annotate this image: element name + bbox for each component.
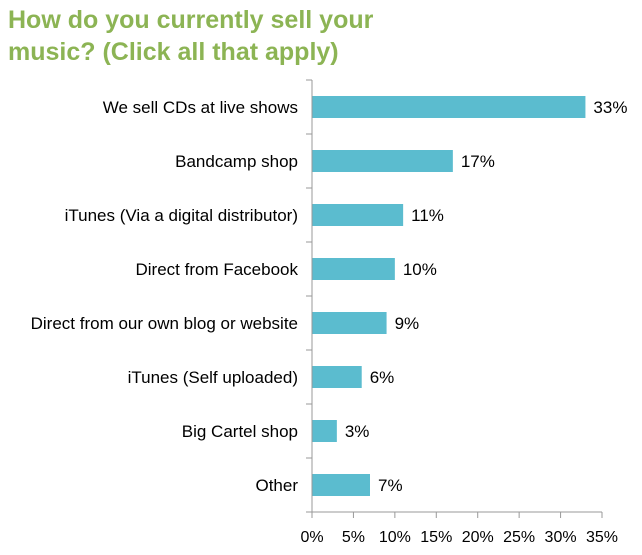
value-label-2: 11% (411, 206, 444, 225)
value-label-3: 10% (403, 260, 437, 279)
x-tick-label-6: 30% (545, 529, 577, 546)
category-label-6: Big Cartel shop (182, 422, 298, 441)
x-tick-label-1: 5% (342, 529, 365, 546)
category-label-3: Direct from Facebook (136, 260, 299, 279)
bar-4 (312, 312, 387, 334)
category-label-0: We sell CDs at live shows (103, 98, 298, 117)
bars-layer (312, 96, 586, 496)
bar-6 (312, 420, 337, 442)
category-label-4: Direct from our own blog or website (31, 314, 298, 333)
category-labels: We sell CDs at live shows Bandcamp shop iT… (31, 98, 299, 495)
value-label-0: 33% (593, 98, 627, 117)
value-label-1: 17% (461, 152, 495, 171)
category-label-1: Bandcamp shop (175, 152, 298, 171)
x-tick-label-4: 20% (462, 529, 494, 546)
chart-title-line-2: music? (Click all that apply) (8, 38, 339, 66)
bar-1 (312, 150, 453, 172)
x-tick-label-0: 0% (300, 529, 323, 546)
chart-title-line-1: How do you currently sell your (8, 6, 374, 34)
category-label-5: iTunes (Self uploaded) (128, 368, 298, 387)
x-tick-label-2: 10% (379, 529, 411, 546)
value-label-5: 6% (370, 368, 395, 387)
x-tick-label-3: 15% (420, 529, 452, 546)
value-label-4: 9% (395, 314, 420, 333)
value-label-7: 7% (378, 476, 403, 495)
x-tick-label-7: 35% (586, 529, 618, 546)
x-tick-label-5: 25% (503, 529, 535, 546)
bar-5 (312, 366, 362, 388)
bar-7 (312, 474, 370, 496)
bar-2 (312, 204, 404, 226)
bar-0 (312, 96, 586, 118)
category-label-7: Other (255, 476, 298, 495)
value-label-6: 3% (345, 422, 370, 441)
chart-title: How do you currently sell your music? (C… (8, 4, 628, 68)
x-axis: 0% 5% 10% 15% 20% 25% 30% 35% (300, 79, 618, 546)
category-label-2: iTunes (Via a digital distributor) (65, 206, 298, 225)
value-labels: 33% 17% 11% 10% 9% 6% 3% 7% (345, 98, 628, 495)
bar-3 (312, 258, 395, 280)
